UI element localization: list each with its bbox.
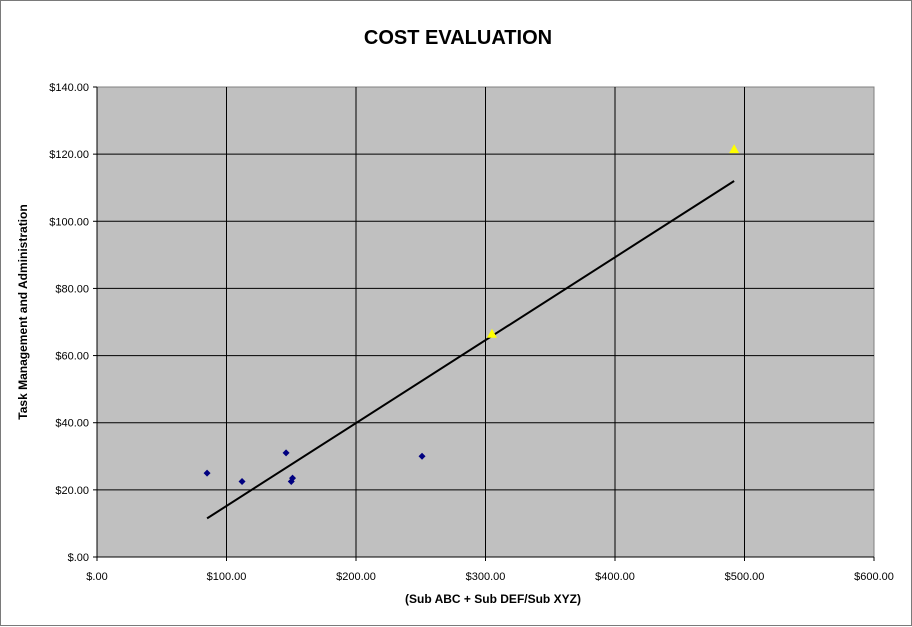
diamond-data-point xyxy=(203,469,211,477)
y-axis-label: Task Management and Administration xyxy=(16,204,30,419)
diamond-data-point xyxy=(282,449,290,457)
x-tick-label: $400.00 xyxy=(595,571,635,583)
x-tick-label: $600.00 xyxy=(854,571,894,583)
y-tick-label: $100.00 xyxy=(49,216,89,228)
diamond-data-point xyxy=(238,477,246,485)
y-tick-label: $140.00 xyxy=(49,82,89,94)
grid-lines xyxy=(97,87,874,557)
triangle-data-point xyxy=(486,328,497,338)
axis-ticks: $.00 $100.00 $200.00 $300.00 $400.00 $500.00 $… xyxy=(49,82,894,583)
diamond-data-point xyxy=(418,452,426,460)
data-points xyxy=(203,144,740,485)
x-tick-label: $500.00 xyxy=(725,571,765,583)
x-tick-label: $100.00 xyxy=(207,571,247,583)
triangle-data-point xyxy=(729,144,740,154)
chart-title: COST EVALUATION xyxy=(364,27,552,49)
y-tick-label: $.00 xyxy=(68,552,89,564)
y-tick-label: $80.00 xyxy=(55,283,89,295)
y-tick-label: $60.00 xyxy=(55,351,89,363)
x-axis-label: (Sub ABC + Sub DEF/Sub XYZ) xyxy=(405,592,581,606)
trendline-layer xyxy=(206,180,735,520)
y-tick-label: $20.00 xyxy=(55,485,89,497)
y-tick-label: $40.00 xyxy=(55,418,89,430)
x-tick-label: $300.00 xyxy=(466,571,506,583)
trendline xyxy=(206,180,735,520)
y-tick-label: $120.00 xyxy=(49,149,89,161)
x-tick-label: $.00 xyxy=(86,571,107,583)
diamond-data-point xyxy=(289,474,297,482)
x-tick-label: $200.00 xyxy=(336,571,376,583)
